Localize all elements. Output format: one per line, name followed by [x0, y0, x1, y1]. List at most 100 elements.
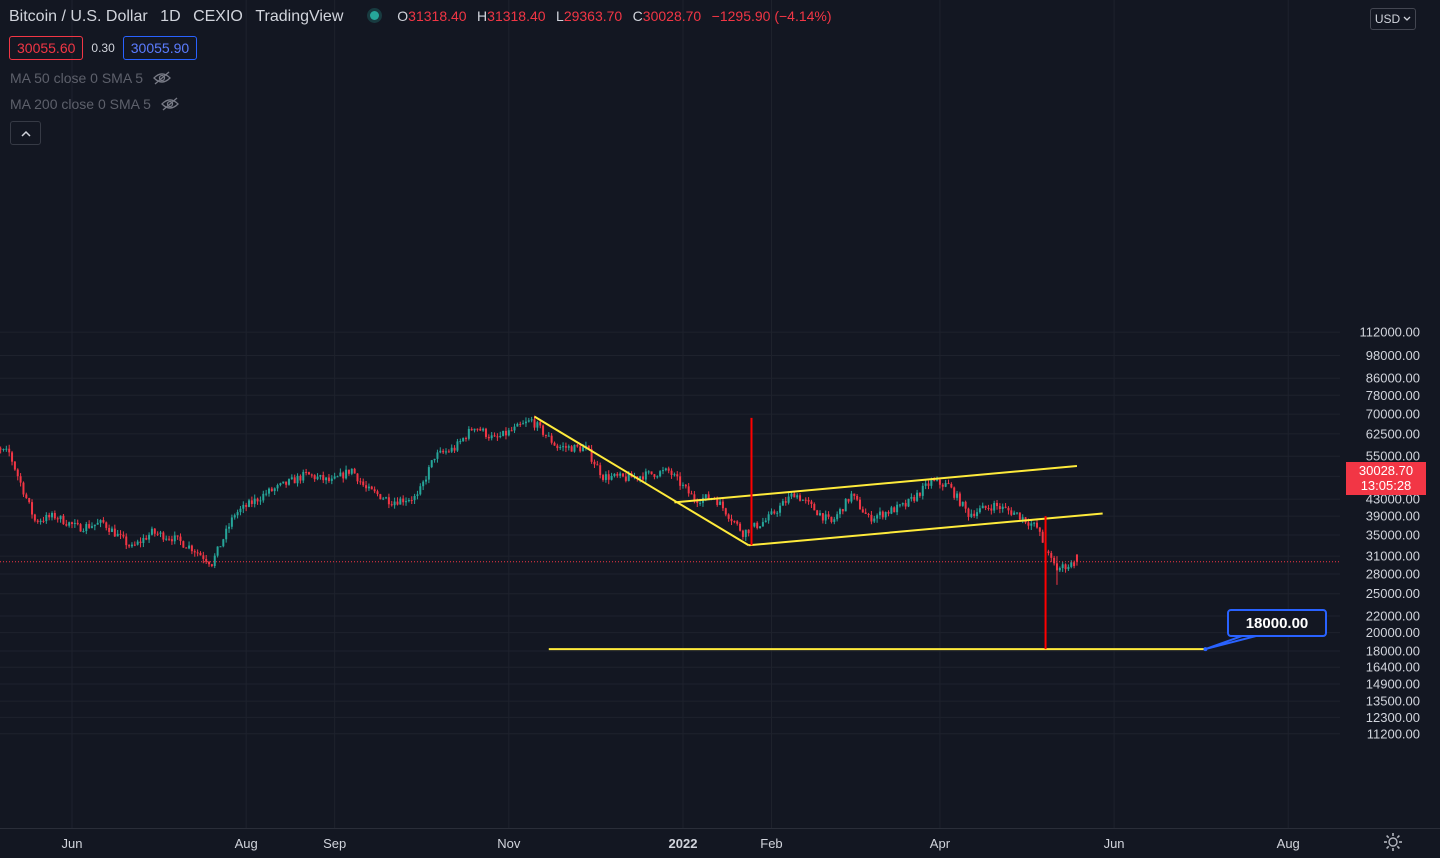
candle-body — [356, 473, 359, 482]
y-tick-label: 25000.00 — [1366, 586, 1420, 601]
candle-body — [656, 476, 659, 478]
candle-body — [333, 476, 336, 479]
candle-body — [524, 421, 527, 424]
candle-body — [113, 528, 116, 537]
candle-body — [1007, 507, 1010, 511]
y-tick-label: 78000.00 — [1366, 388, 1420, 403]
candle-body — [327, 477, 330, 481]
last-price-tag: 30028.70 13:05:28 — [1346, 462, 1426, 495]
candle-body — [313, 475, 316, 480]
candle-body — [924, 483, 927, 486]
symbol-legend: Bitcoin / U.S. Dollar 1D CEXIO TradingVi… — [9, 8, 838, 26]
candle-body — [944, 483, 947, 487]
candle-body — [573, 444, 576, 452]
x-tick-label: 2022 — [669, 836, 698, 851]
candle-body — [1053, 557, 1056, 564]
candle-body — [582, 447, 585, 452]
indicator-ma50[interactable]: MA 50 close 0 SMA 5 — [10, 70, 171, 86]
chevron-up-icon — [20, 130, 31, 137]
candle-body — [116, 533, 119, 537]
eye-off-icon[interactable] — [160, 97, 179, 111]
candle-body — [896, 504, 899, 513]
candle-body — [898, 504, 901, 506]
candle-body — [918, 492, 921, 496]
bar-countdown: 13:05:28 — [1360, 478, 1412, 493]
y-tick-label: 11200.00 — [1367, 726, 1420, 741]
y-tick-label: 98000.00 — [1366, 348, 1420, 363]
candle-body — [330, 478, 333, 481]
candle-body — [913, 496, 916, 501]
candle-body — [273, 488, 276, 492]
candle-body — [236, 512, 239, 516]
candle-body — [976, 512, 979, 517]
candle-body — [285, 481, 288, 485]
candle-body — [245, 504, 248, 507]
candle-body — [453, 447, 456, 451]
candle-body — [73, 522, 76, 525]
eye-off-icon[interactable] — [153, 71, 171, 85]
candle-body — [213, 555, 216, 566]
trendline — [748, 512, 1103, 547]
candle-body — [530, 419, 533, 421]
candle-body — [910, 496, 913, 499]
last-price-value: 30028.70 — [1358, 463, 1414, 478]
candle-body — [724, 508, 727, 515]
candle-body — [938, 479, 941, 485]
currency-selector[interactable]: USD — [1370, 8, 1416, 30]
candle-body — [48, 514, 51, 518]
indicator-ma200[interactable]: MA 200 close 0 SMA 5 — [10, 96, 179, 112]
candle-body — [522, 423, 525, 425]
candle-body — [1047, 551, 1050, 554]
interval-label[interactable]: 1D — [160, 8, 181, 25]
x-tick-label: Jun — [62, 836, 83, 851]
candle-body — [88, 524, 91, 528]
candle-body — [370, 486, 373, 490]
candle-body — [936, 479, 939, 481]
candle-body — [970, 513, 973, 517]
collapse-legend-button[interactable] — [10, 121, 41, 145]
price-axis — [1340, 0, 1440, 858]
candle-body — [205, 558, 208, 562]
candle-body — [467, 428, 470, 439]
candle-body — [593, 461, 596, 465]
sell-price-button[interactable]: 30055.60 — [9, 36, 84, 60]
candle-body — [119, 533, 122, 535]
candle-body — [502, 430, 505, 436]
candle-body — [230, 517, 233, 527]
low-value: 29363.70 — [563, 8, 623, 24]
candle-body — [31, 502, 34, 515]
candle-body — [699, 502, 702, 504]
candle-body — [199, 552, 202, 556]
candle-body — [764, 520, 767, 523]
symbol-name[interactable]: Bitcoin / U.S. Dollar — [9, 8, 148, 25]
candle-body — [996, 502, 999, 507]
candle-body — [559, 447, 562, 449]
candle-body — [279, 483, 282, 486]
price-callout[interactable]: 18000.00 — [1227, 609, 1327, 637]
candle-body — [804, 499, 807, 501]
candle-body — [365, 485, 368, 489]
candle-body — [219, 546, 222, 548]
y-tick-label: 86000.00 — [1366, 371, 1420, 386]
candle-body — [801, 499, 804, 501]
candle-body — [890, 507, 893, 514]
candle-body — [602, 475, 605, 480]
candle-body — [319, 475, 322, 477]
candle-body — [961, 501, 964, 506]
y-tick-label: 112000.00 — [1360, 325, 1421, 340]
candle-body — [53, 513, 56, 519]
candle-body — [661, 470, 664, 472]
candle-body — [741, 530, 744, 537]
candle-body — [761, 522, 764, 527]
candle-body — [325, 477, 328, 481]
gear-icon[interactable] — [1383, 832, 1403, 852]
buy-price-button[interactable]: 30055.90 — [122, 36, 198, 60]
candle-body — [379, 494, 382, 500]
candle-body — [265, 493, 268, 495]
candle-body — [410, 500, 413, 502]
candle-body — [513, 426, 516, 431]
quote-panel: 30055.60 0.30 30055.90 — [9, 36, 198, 60]
candle-body — [462, 438, 465, 442]
candle-body — [165, 538, 168, 540]
